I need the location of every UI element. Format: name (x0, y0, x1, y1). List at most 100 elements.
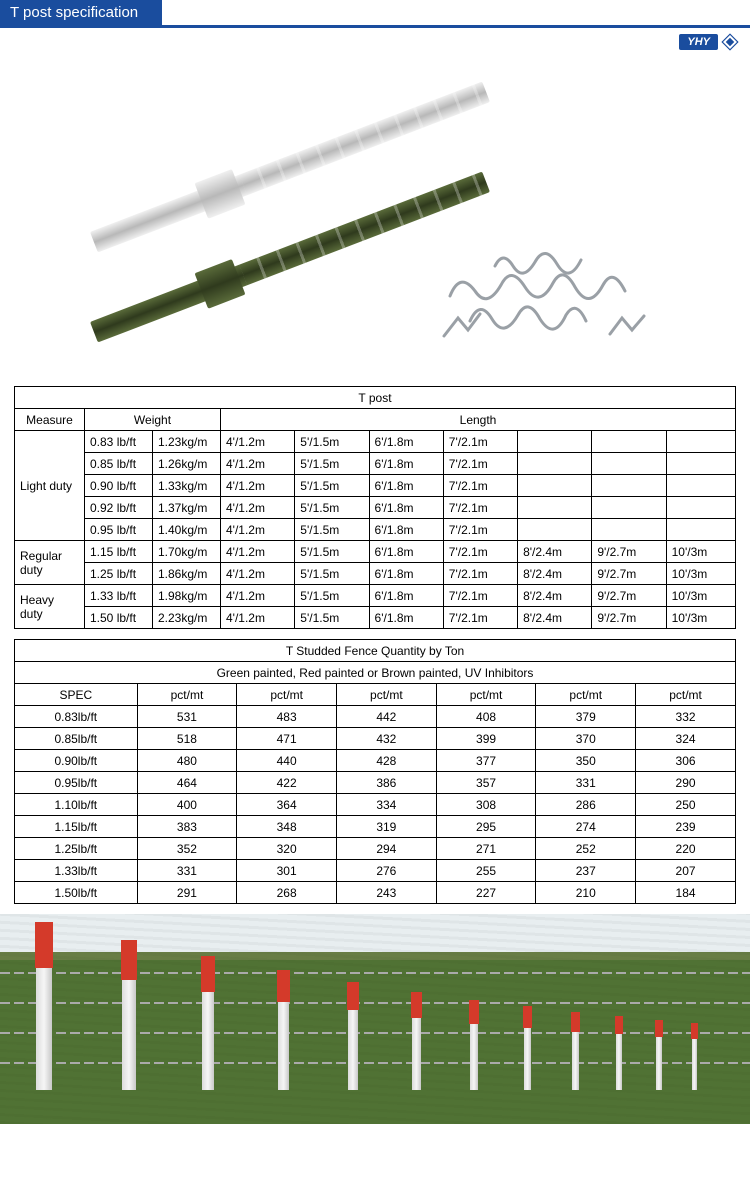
t1-cell: 1.70kg/m (153, 541, 221, 563)
t2-cell: 227 (436, 882, 536, 904)
table-t-post: T post Measure Weight Length Light duty0… (14, 386, 736, 629)
t2-cell: 1.10lb/ft (15, 794, 138, 816)
t2-col-pct: pct/mt (237, 684, 337, 706)
t1-cell (666, 475, 735, 497)
t2-cell: 252 (536, 838, 636, 860)
t2-title: T Studded Fence Quantity by Ton (15, 640, 736, 662)
t2-cell: 432 (337, 728, 437, 750)
t1-cell: 6'/1.8m (369, 541, 443, 563)
t2-cell: 348 (237, 816, 337, 838)
t-post-green (90, 171, 490, 342)
t1-cell: 0.85 lb/ft (85, 453, 153, 475)
t1-title: T post (15, 387, 736, 409)
t2-cell: 306 (636, 750, 736, 772)
t1-cell: 4'/1.2m (221, 607, 295, 629)
t1-cell: 6'/1.8m (369, 607, 443, 629)
t1-cell: 1.37kg/m (153, 497, 221, 519)
t2-cell: 239 (636, 816, 736, 838)
t1-col-measure: Measure (15, 409, 85, 431)
t2-cell: 268 (237, 882, 337, 904)
t2-cell: 320 (237, 838, 337, 860)
t2-cell: 286 (536, 794, 636, 816)
t2-cell: 377 (436, 750, 536, 772)
t1-cell: 7'/2.1m (443, 519, 517, 541)
t2-cell: 422 (237, 772, 337, 794)
t1-cell: 7'/2.1m (443, 453, 517, 475)
t2-cell: 400 (137, 794, 237, 816)
t2-cell: 480 (137, 750, 237, 772)
t1-cell: 9'/2.7m (592, 563, 666, 585)
fence-post (470, 1000, 478, 1090)
fence-post (572, 1012, 579, 1090)
t2-cell: 331 (137, 860, 237, 882)
t1-cell: 7'/2.1m (443, 541, 517, 563)
t2-cell: 531 (137, 706, 237, 728)
t1-group-label: Heavy duty (15, 585, 85, 629)
t-post-silver (90, 81, 490, 252)
t1-cell: 5'/1.5m (295, 497, 369, 519)
t1-cell: 7'/2.1m (443, 431, 517, 453)
t2-cell: 276 (337, 860, 437, 882)
t1-cell: 0.90 lb/ft (85, 475, 153, 497)
fence-photo (0, 914, 750, 1124)
t1-cell: 6'/1.8m (369, 453, 443, 475)
t2-cell: 0.85lb/ft (15, 728, 138, 750)
t2-cell: 1.33lb/ft (15, 860, 138, 882)
t1-cell: 4'/1.2m (221, 431, 295, 453)
t2-col-pct: pct/mt (137, 684, 237, 706)
t1-cell: 4'/1.2m (221, 519, 295, 541)
logo-row: YHY (0, 32, 750, 56)
t2-cell: 370 (536, 728, 636, 750)
t1-cell (592, 431, 666, 453)
t2-cell: 471 (237, 728, 337, 750)
t2-cell: 220 (636, 838, 736, 860)
fence-post (692, 1023, 697, 1090)
t1-cell: 5'/1.5m (295, 431, 369, 453)
t2-cell: 255 (436, 860, 536, 882)
t2-cell: 357 (436, 772, 536, 794)
t1-cell: 6'/1.8m (369, 563, 443, 585)
t1-cell: 5'/1.5m (295, 585, 369, 607)
t2-cell: 334 (337, 794, 437, 816)
brand-logo: YHY (679, 34, 718, 50)
t1-cell: 6'/1.8m (369, 585, 443, 607)
t1-cell: 5'/1.5m (295, 519, 369, 541)
t1-cell: 1.33 lb/ft (85, 585, 153, 607)
t1-cell: 4'/1.2m (221, 541, 295, 563)
t2-cell: 243 (337, 882, 437, 904)
product-illustration (0, 56, 750, 376)
t1-cell: 8'/2.4m (518, 563, 592, 585)
t2-cell: 383 (137, 816, 237, 838)
fence-post (348, 982, 358, 1090)
t2-cell: 324 (636, 728, 736, 750)
t1-cell: 7'/2.1m (443, 563, 517, 585)
t2-cell: 290 (636, 772, 736, 794)
t1-cell: 4'/1.2m (221, 563, 295, 585)
t1-cell: 1.50 lb/ft (85, 607, 153, 629)
diamond-icon (722, 34, 739, 51)
t2-cell: 295 (436, 816, 536, 838)
t1-col-length: Length (221, 409, 736, 431)
fence-post (36, 922, 52, 1090)
t2-cell: 207 (636, 860, 736, 882)
t1-cell: 6'/1.8m (369, 475, 443, 497)
t1-cell: 5'/1.5m (295, 475, 369, 497)
t1-cell (518, 497, 592, 519)
t1-cell: 6'/1.8m (369, 497, 443, 519)
t2-cell: 350 (536, 750, 636, 772)
t2-col-pct: pct/mt (536, 684, 636, 706)
t2-cell: 332 (636, 706, 736, 728)
t2-cell: 0.83lb/ft (15, 706, 138, 728)
t1-cell: 5'/1.5m (295, 607, 369, 629)
t2-cell: 301 (237, 860, 337, 882)
t1-cell (592, 519, 666, 541)
t2-cell: 184 (636, 882, 736, 904)
t2-col-pct: pct/mt (337, 684, 437, 706)
t1-cell: 10'/3m (666, 563, 735, 585)
t2-subtitle: Green painted, Red painted or Brown pain… (15, 662, 736, 684)
t1-cell (518, 475, 592, 497)
t2-cell: 274 (536, 816, 636, 838)
header-bar: T post specification (0, 0, 750, 28)
fence-post (616, 1016, 622, 1090)
t1-cell: 1.98kg/m (153, 585, 221, 607)
